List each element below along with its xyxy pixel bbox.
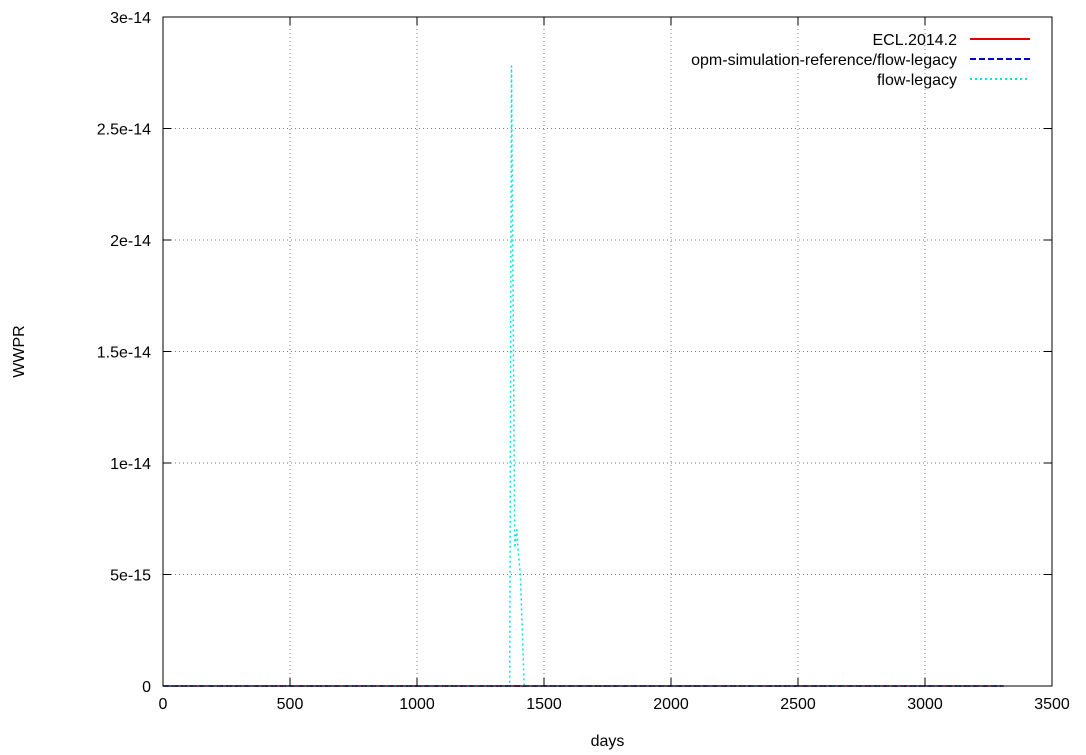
x-tick-label: 3000 <box>907 696 943 713</box>
y-tick-label: 3e-14 <box>110 10 151 27</box>
y-tick-labels: 0 5e-15 1e-14 1.5e-14 2e-14 2.5e-14 3e-14 <box>97 10 151 696</box>
x-tick-labels: 0 500 1000 1500 2000 2500 3000 3500 <box>159 696 1070 713</box>
grid <box>163 17 1052 686</box>
x-tick-label: 2000 <box>653 696 689 713</box>
y-tick-label: 1.5e-14 <box>97 345 151 362</box>
y-tick-label: 2.5e-14 <box>97 122 151 139</box>
y-tick-label: 2e-14 <box>110 233 151 250</box>
y-tick-label: 0 <box>142 679 151 696</box>
x-tick-label: 0 <box>159 696 168 713</box>
y-axis-label: WWPR <box>11 325 28 377</box>
series-layer <box>163 65 1004 687</box>
legend: ECL.2014.2 opm-simulation-reference/flow-… <box>691 32 1030 89</box>
y-tick-label: 5e-15 <box>110 568 151 585</box>
ticks <box>162 16 1053 687</box>
series-line-3 <box>163 65 1004 687</box>
x-tick-label: 500 <box>277 696 304 713</box>
legend-label: flow-legacy <box>877 72 957 89</box>
legend-label: opm-simulation-reference/flow-legacy <box>691 52 957 69</box>
x-tick-label: 1000 <box>399 696 435 713</box>
y-tick-label: 1e-14 <box>110 456 151 473</box>
x-axis-label: days <box>591 733 625 750</box>
legend-label: ECL.2014.2 <box>872 32 957 49</box>
x-tick-label: 3500 <box>1034 696 1070 713</box>
x-tick-label: 2500 <box>780 696 816 713</box>
x-tick-label: 1500 <box>526 696 562 713</box>
